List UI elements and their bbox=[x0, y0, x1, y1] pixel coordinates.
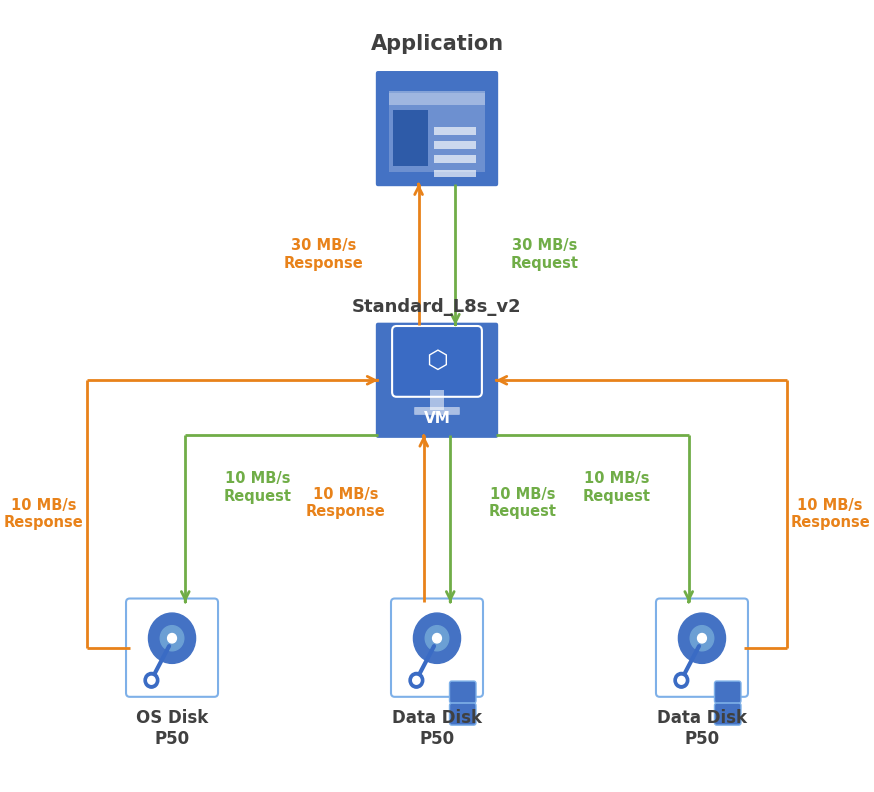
FancyBboxPatch shape bbox=[389, 93, 485, 172]
FancyBboxPatch shape bbox=[714, 681, 741, 703]
FancyBboxPatch shape bbox=[714, 703, 741, 725]
Circle shape bbox=[168, 634, 177, 643]
FancyBboxPatch shape bbox=[434, 169, 476, 177]
Text: 10 MB/s
Response: 10 MB/s Response bbox=[790, 497, 870, 530]
Text: Standard_L8s_v2: Standard_L8s_v2 bbox=[352, 298, 522, 316]
FancyBboxPatch shape bbox=[392, 326, 482, 397]
Circle shape bbox=[433, 634, 441, 643]
Text: Application: Application bbox=[371, 34, 503, 54]
Circle shape bbox=[144, 672, 159, 688]
Text: 30 MB/s
Request: 30 MB/s Request bbox=[510, 238, 579, 271]
FancyBboxPatch shape bbox=[374, 322, 500, 440]
FancyBboxPatch shape bbox=[449, 703, 476, 725]
FancyBboxPatch shape bbox=[656, 599, 748, 697]
FancyBboxPatch shape bbox=[449, 681, 476, 703]
Circle shape bbox=[678, 613, 725, 664]
FancyBboxPatch shape bbox=[414, 407, 460, 415]
FancyBboxPatch shape bbox=[392, 110, 428, 166]
FancyBboxPatch shape bbox=[434, 155, 476, 163]
FancyBboxPatch shape bbox=[389, 91, 485, 105]
Circle shape bbox=[413, 613, 461, 664]
FancyBboxPatch shape bbox=[391, 599, 483, 697]
FancyBboxPatch shape bbox=[374, 70, 500, 188]
Circle shape bbox=[149, 613, 196, 664]
Circle shape bbox=[697, 634, 706, 643]
Circle shape bbox=[409, 672, 424, 688]
Text: 10 MB/s
Response: 10 MB/s Response bbox=[306, 487, 385, 520]
Text: Data Disk
P50: Data Disk P50 bbox=[392, 709, 482, 748]
Text: VM: VM bbox=[424, 410, 450, 425]
Circle shape bbox=[690, 626, 714, 651]
Text: 10 MB/s
Request: 10 MB/s Request bbox=[224, 471, 292, 504]
Text: 10 MB/s
Request: 10 MB/s Request bbox=[582, 471, 650, 504]
Circle shape bbox=[148, 676, 155, 684]
FancyBboxPatch shape bbox=[434, 141, 476, 149]
Text: 30 MB/s
Response: 30 MB/s Response bbox=[284, 238, 364, 271]
FancyBboxPatch shape bbox=[430, 390, 444, 410]
Text: 10 MB/s
Request: 10 MB/s Request bbox=[489, 487, 557, 520]
Text: 10 MB/s
Response: 10 MB/s Response bbox=[4, 497, 84, 530]
Circle shape bbox=[160, 626, 184, 651]
Circle shape bbox=[426, 626, 448, 651]
Circle shape bbox=[677, 676, 685, 684]
Circle shape bbox=[674, 672, 689, 688]
FancyBboxPatch shape bbox=[126, 599, 218, 697]
Text: OS Disk
P50: OS Disk P50 bbox=[135, 709, 208, 748]
Text: Data Disk
P50: Data Disk P50 bbox=[657, 709, 747, 748]
FancyBboxPatch shape bbox=[434, 127, 476, 135]
Circle shape bbox=[413, 676, 420, 684]
Text: ⬡: ⬡ bbox=[426, 348, 448, 372]
